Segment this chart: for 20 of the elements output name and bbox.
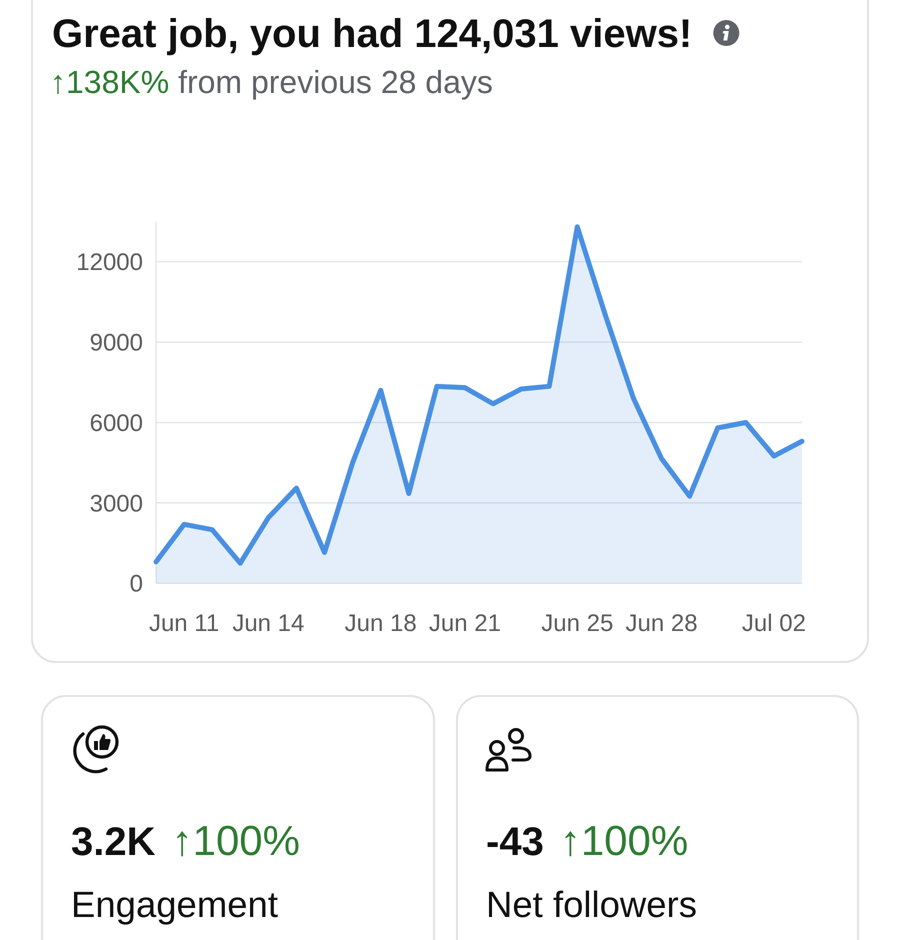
y-tick-label: 12000	[76, 249, 143, 276]
text: 3.2K	[71, 820, 156, 864]
y-tick-label: 6000	[90, 410, 143, 437]
x-tick-label: Jul 02	[742, 610, 806, 637]
x-tick-label: Jun 14	[232, 610, 304, 637]
text: Net followers	[486, 884, 697, 925]
y-tick-label: 3000	[90, 490, 143, 518]
x-tick-label: Jun 25	[541, 610, 614, 637]
y-tick-label: 0	[130, 570, 143, 598]
text: ↑100%	[560, 817, 688, 864]
x-tick-label: Jun 21	[428, 610, 501, 637]
text: Engagement	[71, 884, 278, 925]
text: ↑100%	[172, 817, 300, 864]
chart-subtitle: ↑138K% from previous 28 days	[50, 64, 493, 100]
y-tick-label: 9000	[90, 330, 143, 356]
chart-title: Great job, you had 124,031 views!	[52, 12, 692, 56]
x-tick-label: Jun 11	[148, 610, 220, 637]
x-tick-label: Jun 28	[626, 610, 698, 637]
text: -43	[486, 820, 544, 864]
x-tick-label: Jun 18	[344, 610, 417, 637]
